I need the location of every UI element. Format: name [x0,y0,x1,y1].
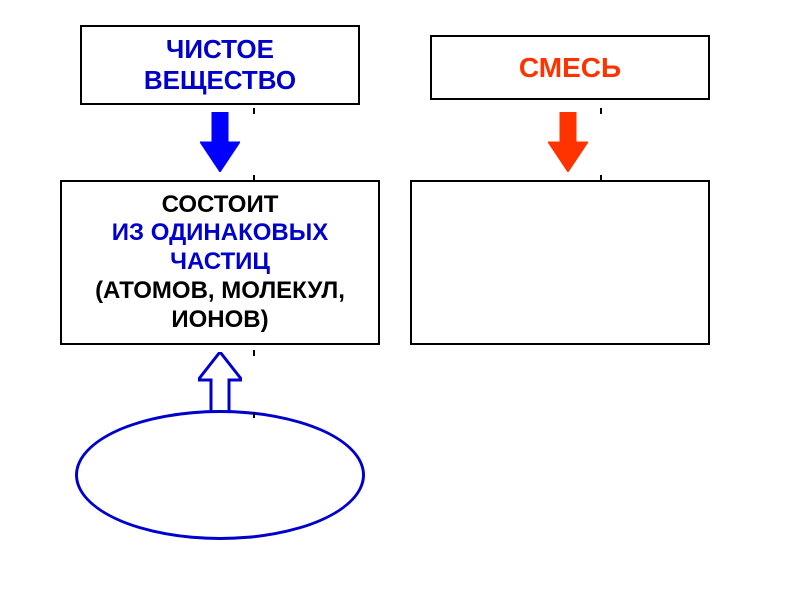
mixture-text: СМЕСЬ [519,51,621,85]
diagram-canvas: ЧИСТОЕ ВЕЩЕСТВО СМЕСЬ СОСТОИТ ИЗ ОДИНАКО… [0,0,800,600]
arrow-up-outline [198,352,242,412]
pure-line2: ВЕЩЕСТВО [144,65,296,95]
pure-line1: ЧИСТОЕ [166,34,274,64]
consists-text: СОСТОИТ ИЗ ОДИНАКОВЫХ ЧАСТИЦ (АТОМОВ, МО… [95,191,345,335]
tick-mark [253,350,255,356]
arrow-down-blue [200,112,240,172]
box-mixture: СМЕСЬ [430,35,710,100]
box-pure-text: ЧИСТОЕ ВЕЩЕСТВО [144,34,296,96]
consists-line4: (АТОМОВ, МОЛЕКУЛ, [95,277,345,304]
box-consists: СОСТОИТ ИЗ ОДИНАКОВЫХ ЧАСТИЦ (АТОМОВ, МО… [60,180,380,345]
arrow-down-red [548,112,588,172]
consists-line3: ЧАСТИЦ [170,248,270,275]
tick-mark [600,108,602,114]
consists-line1: СОСТОИТ [162,191,279,218]
consists-line2: ИЗ ОДИНАКОВЫХ [112,219,328,246]
tick-mark [253,412,255,418]
consists-line5: ИОНОВ) [171,306,268,333]
tick-mark [253,108,255,114]
box-empty [410,180,710,345]
tick-mark [253,175,255,181]
tick-mark [600,175,602,181]
box-pure-substance: ЧИСТОЕ ВЕЩЕСТВО [80,25,360,105]
ellipse-outline [75,410,365,540]
